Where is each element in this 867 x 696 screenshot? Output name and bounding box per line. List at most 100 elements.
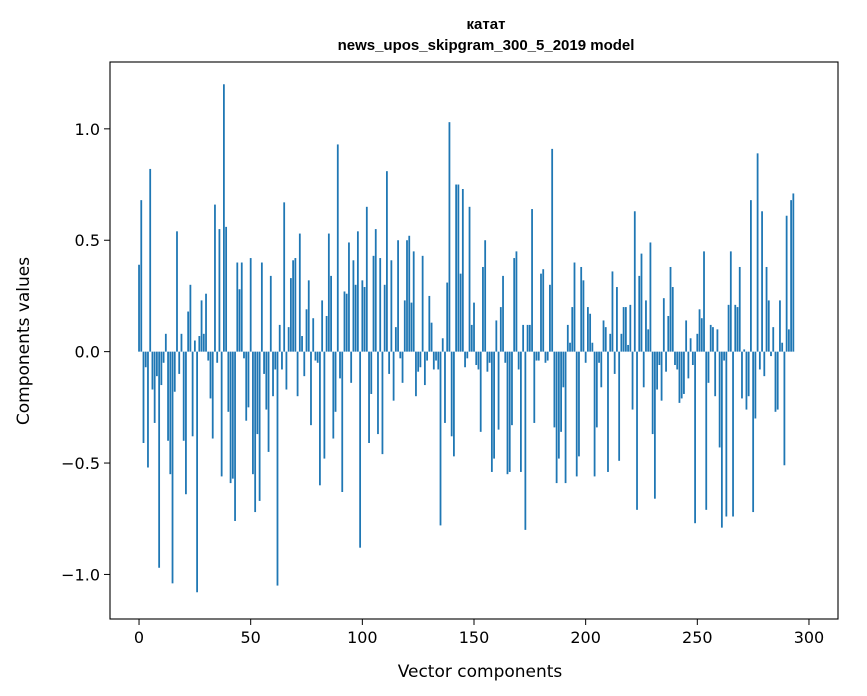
bar [544,351,547,363]
bar [578,351,580,457]
bar [629,304,632,352]
bar [397,240,399,352]
bar [669,266,672,352]
bar [633,211,636,352]
bar [336,144,339,352]
bar [234,351,236,521]
bar [497,351,500,430]
bar [439,351,442,526]
bar [437,351,440,370]
bar [488,351,491,363]
bar [169,351,172,475]
bar [484,240,487,352]
bar [144,351,147,368]
bar [504,351,507,363]
bar [685,320,688,352]
x-axis-ticks: 0 50 100 150 200 250 300 [134,619,824,647]
x-tick-label: 200 [570,628,601,647]
bar [377,351,379,435]
bar [486,351,489,372]
bar [640,253,643,352]
bar [345,293,348,352]
bar [316,351,319,363]
bar [307,280,310,352]
bar [343,291,346,352]
bar [700,318,703,352]
y-tick-label: −1.0 [61,565,100,584]
bar [294,258,297,352]
bar [354,284,357,352]
bar [533,351,536,423]
bar [292,260,295,352]
bar [214,204,216,352]
bar [453,351,455,457]
bar [680,351,683,399]
bar [196,351,198,593]
bar [269,275,272,352]
bar [475,351,478,366]
bar [785,215,788,352]
bar [566,324,569,352]
bar [495,320,498,352]
bar [419,351,422,368]
bar [372,255,375,352]
bar [238,289,241,352]
bar [401,351,404,383]
bar [281,351,283,370]
bar [361,280,364,352]
bar [435,351,437,361]
bar [524,351,527,530]
bar [247,351,250,408]
bar [694,351,696,524]
bar [258,351,261,501]
bar [363,287,366,352]
bar [171,351,174,584]
bar [301,336,303,352]
bar [774,351,777,412]
bar [446,282,449,352]
bar [283,202,286,352]
bar [444,351,446,423]
bar [287,327,290,352]
bar [142,351,145,443]
bar [587,307,589,352]
bar [676,351,679,370]
bar [745,351,748,410]
bar [767,300,770,352]
bar [176,231,178,352]
bar [193,340,196,352]
bar [441,338,444,352]
bars-group [138,84,795,593]
bar [164,333,167,352]
bar [689,338,692,352]
bar [642,351,645,388]
bar [622,307,625,352]
bar [723,351,726,361]
bar [763,351,766,377]
bar [140,200,143,352]
bar [423,351,426,386]
bar [356,231,359,352]
bar [776,351,779,410]
bar [227,351,230,412]
bar [725,351,728,517]
bar [537,351,540,361]
bar [732,351,734,517]
bar [156,351,158,377]
bar [216,351,219,363]
bar [649,242,652,352]
bar [207,351,210,361]
bar [432,351,435,370]
bar [595,351,598,428]
bar [461,189,464,352]
bar [477,351,480,370]
bar [560,351,562,432]
bar [428,295,431,352]
bar [182,351,185,441]
bar [490,351,493,472]
bar [720,351,723,528]
bar [716,329,719,352]
bar [604,327,607,352]
bar [339,351,341,379]
bar [330,275,332,352]
